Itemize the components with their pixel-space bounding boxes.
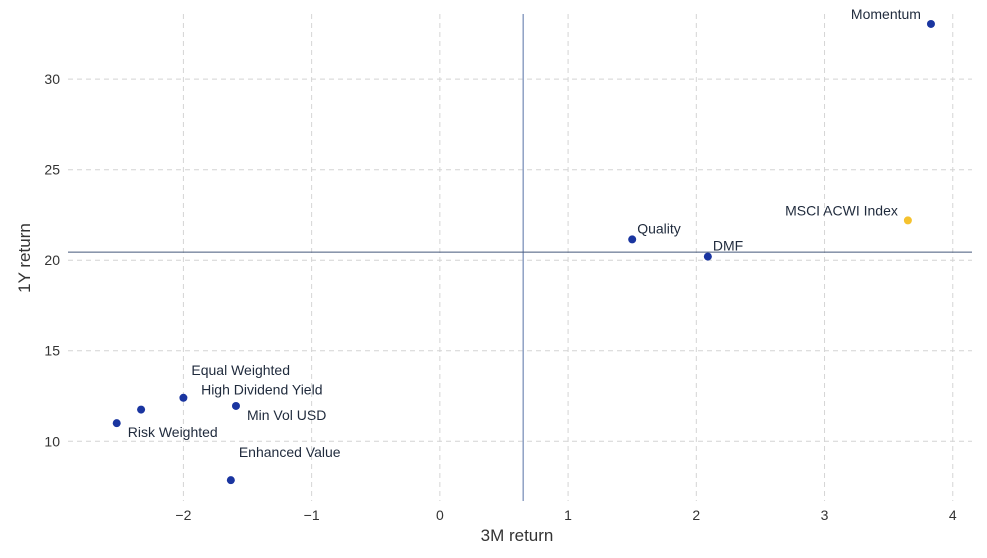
x-axis-ticks: −2 −1 0 1 2 3 4 [175, 507, 956, 523]
grid [68, 14, 972, 501]
point-labels: Momentum MSCI ACWI Index Quality DMF Equal W… [128, 6, 921, 460]
data-point [926, 19, 935, 28]
y-axis-ticks: 10 15 20 25 30 [44, 71, 60, 449]
reference-lines [68, 14, 972, 501]
data-point [226, 476, 235, 485]
x-tick-label: −1 [304, 507, 320, 523]
data-point [137, 405, 146, 414]
point-label: High Dividend Yield [201, 382, 322, 398]
data-point [628, 235, 637, 244]
point-label: Equal Weighted [191, 362, 290, 378]
point-label: Momentum [851, 6, 921, 22]
point-label: Enhanced Value [239, 444, 341, 460]
x-tick-label: 0 [436, 507, 444, 523]
point-label: DMF [713, 238, 743, 254]
x-tick-label: 4 [949, 507, 957, 523]
x-tick-label: 3 [821, 507, 829, 523]
y-tick-label: 10 [44, 433, 60, 449]
x-tick-label: 2 [692, 507, 700, 523]
y-axis-label: 1Y return [15, 223, 34, 293]
x-tick-label: 1 [564, 507, 572, 523]
point-label: Quality [637, 220, 681, 236]
x-tick-label: −2 [175, 507, 191, 523]
data-point [703, 252, 712, 261]
x-axis-label: 3M return [481, 526, 554, 545]
y-tick-label: 15 [44, 343, 60, 359]
point-label: MSCI ACWI Index [785, 202, 898, 218]
data-points [112, 19, 935, 485]
y-tick-label: 30 [44, 71, 60, 87]
y-tick-label: 20 [44, 252, 60, 268]
point-label: Min Vol USD [247, 407, 326, 423]
y-tick-label: 25 [44, 162, 60, 178]
point-label: Risk Weighted [128, 424, 218, 440]
data-point [112, 419, 121, 428]
data-point [903, 216, 912, 225]
data-point [231, 401, 240, 410]
data-point [179, 393, 188, 402]
